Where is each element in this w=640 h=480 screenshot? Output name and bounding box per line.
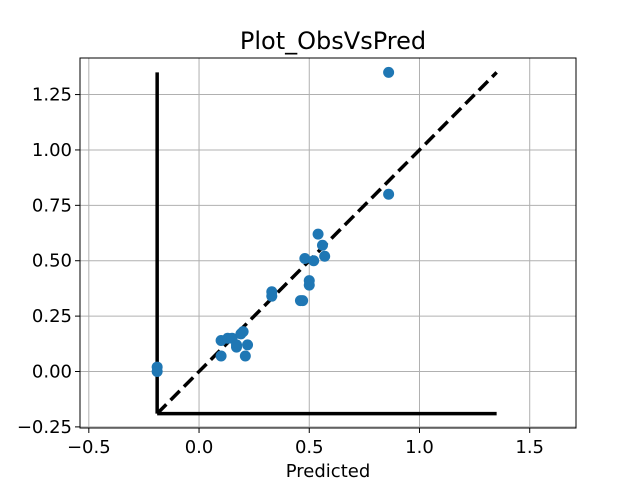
data-point xyxy=(239,350,251,362)
data-point xyxy=(151,366,163,378)
data-point xyxy=(383,188,395,200)
data-point xyxy=(297,295,309,307)
x-tick-label: 1.0 xyxy=(405,437,434,458)
y-tick-label: 0.25 xyxy=(32,306,72,327)
data-layer xyxy=(151,66,498,416)
x-tick-label: 0.0 xyxy=(185,437,214,458)
data-point xyxy=(303,279,315,291)
data-point xyxy=(231,339,243,351)
ticks: −0.5 0.0 0.5 1.0 1.5 −0.25 0.00 0.25 0.50 0.75 1.0… xyxy=(17,85,544,458)
plot-frame xyxy=(79,57,577,429)
x-axis-label: Predicted xyxy=(286,461,371,480)
data-point xyxy=(383,66,395,78)
y-tick-label: 0.75 xyxy=(32,195,72,216)
data-point xyxy=(316,239,328,251)
data-point xyxy=(299,253,311,265)
x-tick-label: 1.5 xyxy=(515,437,544,458)
grid xyxy=(80,58,576,428)
x-tick-label: 0.5 xyxy=(295,437,324,458)
data-point xyxy=(215,350,227,362)
chart-title: Plot_ObsVsPred xyxy=(240,27,426,55)
data-point xyxy=(319,250,331,262)
y-tick-label: 1.00 xyxy=(32,140,72,161)
y-tick-label: 0.00 xyxy=(32,362,72,383)
y-tick-label: −0.25 xyxy=(17,417,72,438)
data-point xyxy=(237,326,249,338)
data-point xyxy=(266,290,278,302)
data-point xyxy=(308,255,320,267)
y-tick-label: 0.50 xyxy=(32,251,72,272)
y-tick-label: 1.25 xyxy=(32,85,72,106)
x-tick-label: −0.5 xyxy=(67,437,111,458)
data-point xyxy=(242,339,254,351)
data-point xyxy=(312,228,324,240)
